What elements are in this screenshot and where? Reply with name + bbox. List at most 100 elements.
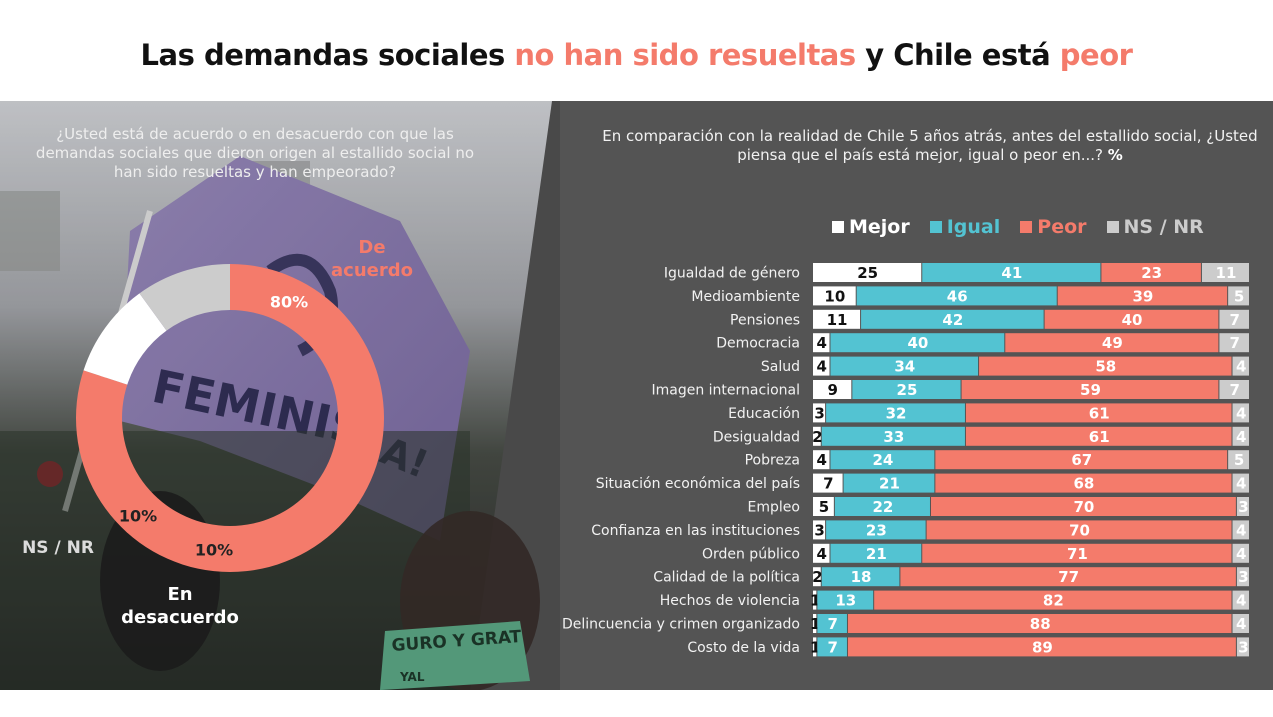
bar-value-label: 22 (872, 498, 893, 516)
bar-segment-mejor (813, 380, 852, 399)
bar-segment-ns-nr (1232, 403, 1249, 423)
bar-value-label: 7 (827, 638, 837, 656)
bar-segment-ns-nr (1228, 450, 1249, 470)
bar-value-label: 77 (1058, 568, 1079, 586)
bar-value-label: 4 (1236, 358, 1246, 376)
category-label: Desigualdad (713, 429, 800, 445)
bar-value-label: 3 (1238, 568, 1248, 586)
bar-value-label: 11 (1216, 264, 1237, 282)
bar-value-label: 61 (1089, 404, 1110, 422)
category-label: Democracia (716, 336, 800, 352)
donut-label-de-acuerdo: De acuerdo (331, 237, 413, 281)
bar-segment-peor (847, 614, 1232, 633)
bar-value-label: 4 (817, 334, 827, 352)
bar-segment-peor (965, 403, 1232, 423)
bar-value-label: 88 (1030, 615, 1051, 633)
legend-item-3: NS / NR (1106, 216, 1204, 238)
bar-segment-mejor (813, 473, 843, 493)
legend-swatch-3 (1106, 221, 1119, 233)
bar-value-label: 59 (1080, 381, 1101, 399)
bar-value-label: 23 (1141, 264, 1162, 282)
bar-value-label: 5 (1234, 451, 1244, 469)
bar-segment-mejor (813, 637, 817, 657)
left-question: ¿Usted está de acuerdo o en desacuerdo c… (35, 125, 475, 181)
bar-value-label: 5 (1234, 287, 1244, 305)
bar-segment-mejor (813, 567, 821, 587)
category-label: Empleo (748, 500, 800, 516)
bar-segment-mejor (813, 614, 817, 633)
legend-swatch-2 (1020, 221, 1033, 233)
bar-segment-ns-nr (1232, 473, 1249, 493)
bar-value-label: 25 (857, 264, 878, 282)
bar-segment-peor (900, 567, 1236, 587)
category-label: Situación económica del país (596, 476, 800, 492)
bar-segment-igual (817, 614, 847, 633)
bar-value-label: 5 (819, 498, 829, 516)
bar-segment-igual (821, 567, 900, 587)
bar-value-label: 4 (817, 545, 827, 563)
bar-value-label: 3 (1238, 638, 1248, 656)
category-label: Costo de la vida (687, 640, 800, 656)
legend-item-0: Mejor (832, 216, 910, 238)
bar-value-label: 4 (1236, 592, 1246, 610)
bar-value-label: 3 (1238, 498, 1248, 516)
bar-segment-mejor (813, 543, 830, 563)
bar-segment-mejor (813, 309, 861, 329)
bar-segment-peor (922, 543, 1232, 563)
bar-value-label: 7 (823, 475, 833, 493)
donut-slice-2 (139, 264, 230, 331)
bar-segment-ns-nr (1228, 286, 1249, 306)
bar-value-label: 71 (1067, 545, 1088, 563)
bar-value-label: 9 (827, 381, 837, 399)
category-label: Delincuencia y crimen organizado (562, 617, 800, 633)
bar-value-label: 4 (1236, 428, 1246, 446)
bar-value-label: 25 (897, 381, 918, 399)
bar-segment-peor (1044, 309, 1219, 329)
bar-segment-igual (830, 356, 979, 376)
bar-value-label: 21 (879, 475, 900, 493)
bar-value-label: 2 (812, 428, 822, 446)
bandana-text2: YAL (399, 670, 425, 684)
bar-value-label: 10 (824, 287, 845, 305)
donut-pct-label-2: 10% (119, 507, 157, 526)
bar-value-label: 4 (1236, 404, 1246, 422)
category-label: Pobreza (745, 453, 800, 469)
donut-label-en-desacuerdo: En desacuerdo (121, 584, 239, 628)
donut-label-nsnr: NS / NR (22, 538, 94, 558)
bar-segment-ns-nr (1236, 637, 1249, 657)
bar-value-label: 21 (866, 545, 887, 563)
bar-value-label: 82 (1043, 592, 1064, 610)
bar-value-label: 18 (851, 568, 872, 586)
legend-swatch-1 (929, 221, 942, 233)
bar-segment-peor (1101, 263, 1201, 282)
bar-value-label: 4 (1236, 615, 1246, 633)
bar-segment-mejor (813, 590, 817, 610)
bar-segment-peor (847, 637, 1236, 657)
bar-value-label: 39 (1132, 287, 1153, 305)
bar-segment-peor (935, 450, 1228, 470)
legend-swatch-0 (832, 221, 844, 233)
bar-segment-mejor (813, 497, 834, 516)
bar-segment-peor (926, 520, 1232, 540)
bar-segment-igual (821, 426, 965, 446)
bar-segment-ns-nr (1201, 263, 1249, 282)
legend-label-1: Igual (946, 216, 1001, 238)
bar-value-label: 40 (1122, 311, 1143, 329)
bar-value-label: 49 (1102, 334, 1123, 352)
bar-value-label: 32 (886, 404, 907, 422)
bar-segment-mejor (813, 263, 922, 282)
bar-segment-peor (930, 497, 1236, 516)
bar-value-label: 34 (894, 358, 915, 376)
bar-segment-peor (874, 590, 1232, 610)
bar-segment-mejor (813, 403, 826, 423)
bar-segment-igual (852, 380, 961, 399)
bar-value-label: 4 (1236, 475, 1246, 493)
category-label: Orden público (702, 546, 800, 562)
bar-segment-igual (826, 403, 965, 423)
bar-value-label: 70 (1069, 521, 1090, 539)
bar-value-label: 1 (810, 638, 820, 656)
legend-label-0: Mejor (849, 216, 910, 238)
bar-segment-peor (965, 426, 1232, 446)
bar-segment-igual (817, 590, 874, 610)
